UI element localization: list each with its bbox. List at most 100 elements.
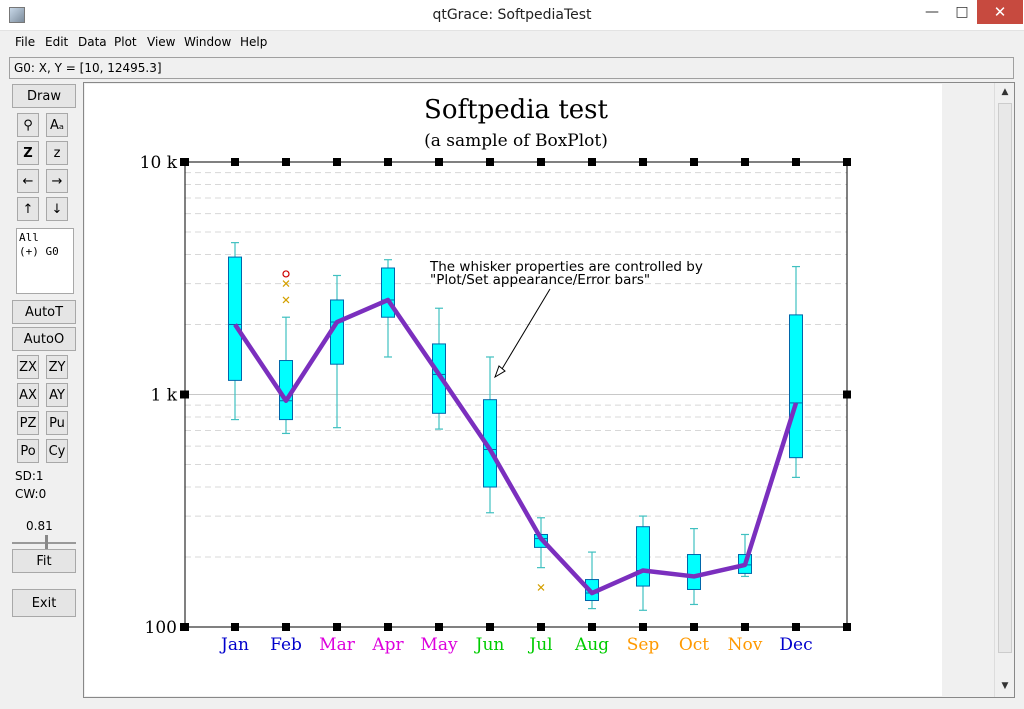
x-tick-label: Apr xyxy=(371,635,404,655)
annotation: The whisker properties are controlled by… xyxy=(429,259,703,379)
x-tick-mark-top xyxy=(384,158,392,166)
x-tick-mark xyxy=(537,623,545,631)
annotation-arrow xyxy=(498,288,551,375)
autot-button[interactable]: AutoT xyxy=(12,300,76,324)
x-tick-label: Mar xyxy=(319,635,356,655)
close-button[interactable]: ✕ xyxy=(977,0,1023,24)
arrow-up-icon[interactable]: ↑ xyxy=(17,197,39,221)
x-tick-label: Dec xyxy=(779,635,812,655)
vertical-scrollbar[interactable]: ▲ ▼ xyxy=(994,83,1014,697)
y-axis: 100 1 k 10 k xyxy=(140,153,851,638)
x-tick-mark-top xyxy=(690,158,698,166)
box-may xyxy=(432,307,446,430)
y-tick-label: 10 k xyxy=(140,153,178,173)
arrow-down-icon[interactable]: ↓ xyxy=(46,197,68,221)
box-body xyxy=(687,554,701,590)
ax-button[interactable]: AX xyxy=(17,383,39,407)
menu-data[interactable]: Data xyxy=(78,35,107,49)
zy-button[interactable]: ZY xyxy=(46,355,68,379)
x-tick-mark xyxy=(333,623,341,631)
draw-button[interactable]: Draw xyxy=(12,84,76,108)
box-sep xyxy=(636,515,650,611)
zoom-out-button[interactable]: z xyxy=(46,141,68,165)
zx-button[interactable]: ZX xyxy=(17,355,39,379)
minimize-button[interactable]: — xyxy=(925,4,939,20)
menu-file[interactable]: File xyxy=(15,35,36,49)
maximize-button[interactable]: □ xyxy=(955,4,969,20)
outlier-series xyxy=(282,270,545,591)
zoom-slider-thumb[interactable] xyxy=(45,535,48,549)
set-list[interactable]: All (+) G0 xyxy=(16,228,74,294)
menu-bar: File Edit Data Plot View Window Help xyxy=(0,32,1024,54)
box-jun xyxy=(483,356,497,514)
menu-view[interactable]: View xyxy=(147,35,176,49)
zoom-icon[interactable]: ⚲ xyxy=(17,113,39,137)
zoom-value: 0.81 xyxy=(26,519,53,533)
y-tick-mark-right xyxy=(843,623,851,631)
x-tick-mark-top xyxy=(435,158,443,166)
left-toolbar: Draw ⚲ Aₐ Z z ← → ↑ ↓ All (+) G0 AutoT A… xyxy=(9,82,81,698)
box-body xyxy=(228,256,242,381)
x-tick-label: Oct xyxy=(679,635,709,655)
arrow-left-icon[interactable]: ← xyxy=(17,169,39,193)
y-tick-mark-right xyxy=(843,158,851,166)
pz-button[interactable]: PZ xyxy=(17,411,39,435)
arrow-right-icon[interactable]: → xyxy=(46,169,68,193)
outlier-circle xyxy=(282,270,290,278)
x-tick-label: Jun xyxy=(474,635,505,655)
median-line xyxy=(233,297,799,596)
x-tick-mark-top xyxy=(639,158,647,166)
x-tick-mark xyxy=(741,623,749,631)
scroll-thumb[interactable] xyxy=(998,103,1012,653)
cy-button[interactable]: Cy xyxy=(46,439,68,463)
menu-plot[interactable]: Plot xyxy=(114,35,137,49)
boxplot-chart: Softpedia test (a sample of BoxPlot) 100… xyxy=(140,95,851,655)
ay-button[interactable]: AY xyxy=(46,383,68,407)
exit-button[interactable]: Exit xyxy=(12,589,76,617)
box-body xyxy=(636,526,650,587)
x-tick-mark-top xyxy=(741,158,749,166)
box-oct xyxy=(687,527,701,606)
set-list-all[interactable]: All xyxy=(19,231,39,244)
x-tick-label: Feb xyxy=(270,635,302,655)
grid-lines xyxy=(185,172,847,558)
plot-canvas[interactable]: Softpedia test (a sample of BoxPlot) 100… xyxy=(85,84,942,696)
locator-field: G0: X, Y = [10, 12495.3] xyxy=(9,57,1014,79)
x-tick-mark xyxy=(588,623,596,631)
box-body xyxy=(789,314,803,459)
outlier-cross xyxy=(537,583,545,591)
po-button[interactable]: Po xyxy=(17,439,39,463)
x-tick-mark xyxy=(486,623,494,631)
x-tick-mark xyxy=(384,623,392,631)
chart-subtitle: (a sample of BoxPlot) xyxy=(424,131,608,151)
title-bar: qtGrace: SoftpediaTest — □ ✕ xyxy=(0,0,1024,31)
x-tick-mark xyxy=(792,623,800,631)
set-list-g0[interactable]: (+) G0 xyxy=(19,245,59,258)
fit-button[interactable]: Fit xyxy=(12,549,76,573)
menu-edit[interactable]: Edit xyxy=(45,35,69,49)
menu-window[interactable]: Window xyxy=(184,35,232,49)
zoom-slider-track[interactable] xyxy=(12,542,76,544)
box-jan xyxy=(228,242,242,421)
x-tick-mark-top xyxy=(282,158,290,166)
pu-button[interactable]: Pu xyxy=(46,411,68,435)
chart-title: Softpedia test xyxy=(424,95,608,125)
y-tick-mark xyxy=(180,623,189,631)
box-mar xyxy=(330,274,344,429)
scroll-up-icon[interactable]: ▲ xyxy=(1001,87,1009,97)
x-tick-label: Aug xyxy=(574,635,609,655)
scroll-down-icon[interactable]: ▼ xyxy=(1001,681,1009,691)
zoom-in-button[interactable]: Z xyxy=(17,141,39,165)
canvas-frame: Softpedia test (a sample of BoxPlot) 100… xyxy=(83,82,1015,698)
text-icon[interactable]: Aₐ xyxy=(46,113,68,137)
x-tick-label: Sep xyxy=(627,635,660,655)
cw-label: CW:0 xyxy=(15,487,47,501)
x-tick-mark xyxy=(231,623,239,631)
x-tick-mark-top xyxy=(333,158,341,166)
autoo-button[interactable]: AutoO xyxy=(12,327,76,351)
x-tick-label: May xyxy=(420,635,458,655)
box-dec xyxy=(789,265,803,478)
outlier-cross xyxy=(282,280,290,287)
menu-help[interactable]: Help xyxy=(240,35,268,49)
x-tick-label: Jan xyxy=(219,635,249,655)
